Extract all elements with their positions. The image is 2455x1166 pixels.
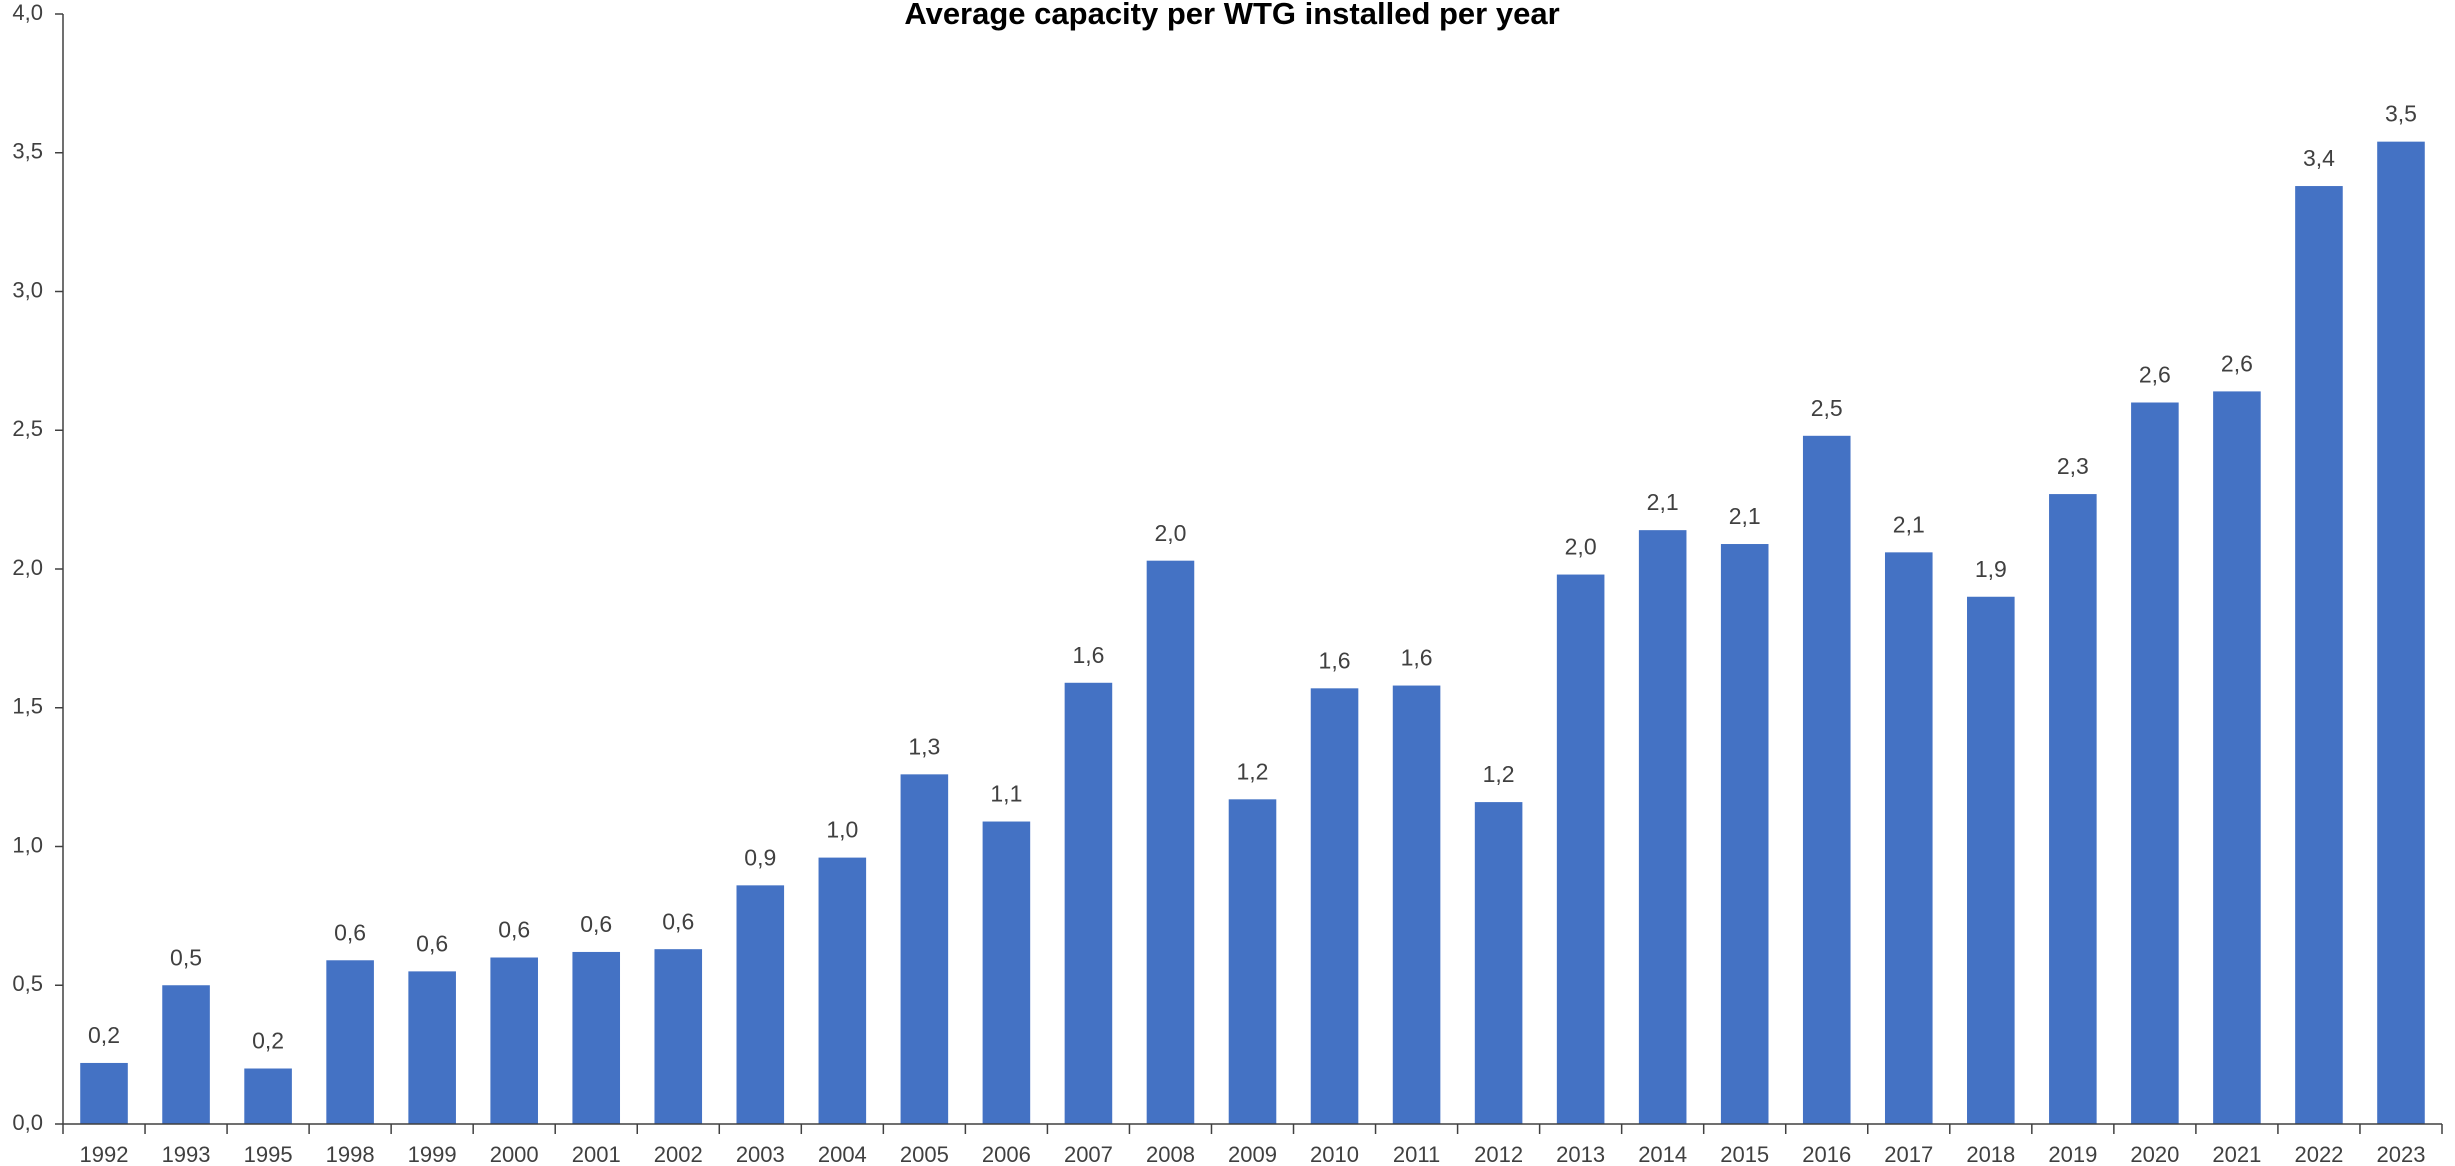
- x-tick-label: 2005: [900, 1142, 949, 1166]
- bar: [1064, 682, 1113, 1124]
- bar: [736, 885, 785, 1124]
- value-label: 2,0: [1154, 520, 1186, 546]
- bar: [1474, 802, 1523, 1124]
- x-tick-label: 2001: [572, 1142, 621, 1166]
- x-tick-label: 1998: [326, 1142, 375, 1166]
- chart-title: Average capacity per WTG installed per y…: [904, 0, 1559, 31]
- y-tick-label: 3,0: [12, 277, 43, 302]
- x-tick-label: 2017: [1884, 1142, 1933, 1166]
- value-label: 1,9: [1975, 556, 2007, 582]
- value-label: 1,1: [990, 781, 1022, 807]
- bar: [2213, 391, 2261, 1124]
- value-label: 0,6: [416, 930, 448, 956]
- x-tick-label: 2022: [2294, 1142, 2343, 1166]
- bar: [1146, 560, 1195, 1124]
- x-tick-label: 2008: [1146, 1142, 1195, 1166]
- value-label: 1,3: [908, 733, 940, 759]
- x-tick-label: 2012: [1474, 1142, 1523, 1166]
- value-label: 2,1: [1729, 503, 1761, 529]
- bar: [1392, 685, 1441, 1124]
- x-tick-label: 2002: [654, 1142, 703, 1166]
- bar: [654, 949, 703, 1124]
- value-label: 1,0: [826, 817, 858, 843]
- value-label: 0,2: [88, 1022, 120, 1048]
- bar: [982, 821, 1031, 1124]
- bar: [80, 1062, 128, 1124]
- bar: [1310, 688, 1359, 1124]
- x-tick-label: 2003: [736, 1142, 785, 1166]
- bar: [572, 951, 621, 1124]
- x-tick-label: 2021: [2212, 1142, 2261, 1166]
- y-tick-label: 1,0: [12, 832, 43, 857]
- bar: [1884, 552, 1933, 1124]
- x-tick-label: 2014: [1638, 1142, 1687, 1166]
- value-label: 1,2: [1237, 758, 1269, 784]
- bar: [162, 985, 210, 1124]
- x-tick-label: 1993: [162, 1142, 211, 1166]
- value-label: 1,6: [1319, 647, 1351, 673]
- x-tick-label: 2007: [1064, 1142, 1113, 1166]
- bar: [1638, 530, 1687, 1124]
- x-tick-label: 2020: [2130, 1142, 2179, 1166]
- x-tick-label: 1999: [408, 1142, 457, 1166]
- value-label: 0,9: [744, 844, 776, 870]
- value-label: 2,3: [2057, 453, 2089, 479]
- x-tick-label: 2013: [1556, 1142, 1605, 1166]
- x-tick-label: 2004: [818, 1142, 867, 1166]
- value-label: 1,6: [1401, 645, 1433, 671]
- bar: [1967, 596, 2015, 1124]
- bar: [490, 957, 538, 1124]
- x-tick-label: 2000: [490, 1142, 539, 1166]
- value-label: 3,5: [2385, 101, 2417, 127]
- value-label: 0,5: [170, 944, 202, 970]
- y-tick-label: 4,0: [12, 0, 43, 25]
- x-tick-label: 1992: [80, 1142, 129, 1166]
- value-label: 2,5: [1811, 395, 1843, 421]
- x-tick-label: 2019: [2048, 1142, 2097, 1166]
- y-tick-label: 0,5: [12, 971, 43, 996]
- x-tick-label: 2016: [1802, 1142, 1851, 1166]
- value-label: 0,6: [498, 917, 530, 943]
- value-label: 3,4: [2303, 145, 2335, 171]
- value-label: 0,6: [662, 908, 694, 934]
- value-label: 1,2: [1483, 761, 1515, 787]
- bar: [1720, 544, 1769, 1124]
- value-label: 2,1: [1893, 511, 1925, 537]
- value-label: 0,2: [252, 1028, 284, 1054]
- bar: [2295, 186, 2343, 1125]
- value-label: 0,6: [580, 911, 612, 937]
- value-label: 2,1: [1647, 489, 1679, 515]
- x-tick-label: 1995: [244, 1142, 293, 1166]
- x-tick-label: 2010: [1310, 1142, 1359, 1166]
- value-label: 0,6: [334, 919, 366, 945]
- bar: [1802, 435, 1851, 1124]
- bar: [244, 1068, 292, 1124]
- value-label: 1,6: [1072, 642, 1104, 668]
- x-tick-label: 2011: [1393, 1142, 1440, 1166]
- bar: [408, 971, 456, 1124]
- x-tick-label: 2006: [982, 1142, 1031, 1166]
- x-tick-label: 2018: [1966, 1142, 2015, 1166]
- x-tick-label: 2015: [1720, 1142, 1769, 1166]
- bar: [326, 960, 374, 1124]
- bar: [1556, 574, 1605, 1124]
- y-tick-label: 2,0: [12, 555, 43, 580]
- y-tick-label: 3,5: [12, 139, 43, 164]
- y-tick-label: 2,5: [12, 416, 43, 441]
- bar: [2377, 141, 2425, 1124]
- x-tick-label: 2023: [2377, 1142, 2426, 1166]
- value-label: 2,6: [2221, 350, 2253, 376]
- bar: [1228, 799, 1277, 1124]
- bar: [2131, 402, 2179, 1124]
- bar: [900, 774, 949, 1124]
- bar: [818, 857, 867, 1124]
- value-label: 2,0: [1565, 534, 1597, 560]
- y-tick-label: 1,5: [12, 694, 43, 719]
- x-tick-label: 2009: [1228, 1142, 1277, 1166]
- y-tick-label: 0,0: [12, 1110, 43, 1135]
- value-label: 2,6: [2139, 362, 2171, 388]
- bar: [2049, 494, 2097, 1124]
